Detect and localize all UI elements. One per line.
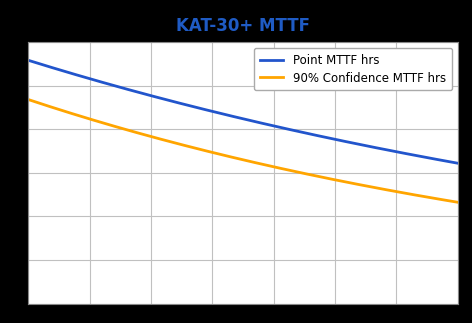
Point MTTF hrs — [455, 161, 461, 165]
90% Confidence MTTF hrs — [106, 123, 111, 127]
Line: 90% Confidence MTTF hrs: 90% Confidence MTTF hrs — [29, 100, 458, 202]
90% Confidence MTTF hrs — [43, 103, 49, 107]
Point MTTF hrs — [418, 154, 424, 158]
Legend: Point MTTF hrs, 90% Confidence MTTF hrs: Point MTTF hrs, 90% Confidence MTTF hrs — [254, 48, 452, 90]
Point MTTF hrs — [26, 58, 32, 62]
Point MTTF hrs — [106, 82, 111, 86]
Line: Point MTTF hrs: Point MTTF hrs — [29, 60, 458, 163]
Point MTTF hrs — [52, 67, 58, 70]
90% Confidence MTTF hrs — [418, 194, 424, 198]
90% Confidence MTTF hrs — [52, 106, 58, 110]
90% Confidence MTTF hrs — [140, 132, 146, 136]
Point MTTF hrs — [43, 64, 49, 68]
90% Confidence MTTF hrs — [433, 197, 439, 201]
90% Confidence MTTF hrs — [455, 200, 461, 204]
90% Confidence MTTF hrs — [26, 98, 32, 102]
Title: KAT-30+ MTTF: KAT-30+ MTTF — [176, 17, 310, 35]
Point MTTF hrs — [140, 92, 146, 96]
Point MTTF hrs — [433, 157, 439, 161]
